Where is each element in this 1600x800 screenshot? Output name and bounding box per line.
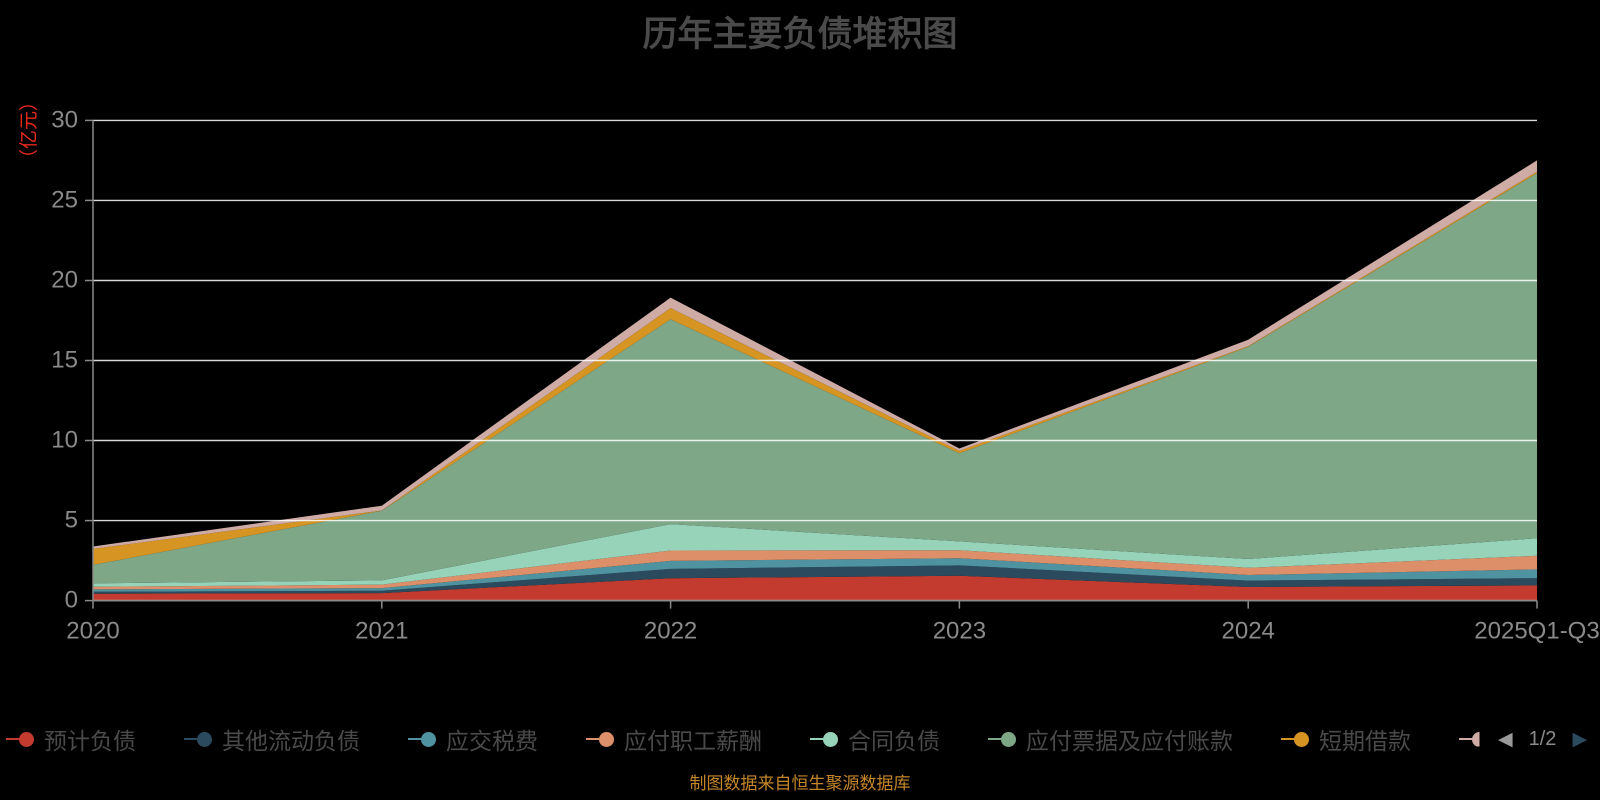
svg-text:2021: 2021 <box>355 618 408 645</box>
svg-text:15: 15 <box>51 347 78 374</box>
svg-text:0: 0 <box>65 587 78 614</box>
svg-text:2025Q1-Q3: 2025Q1-Q3 <box>1474 618 1599 645</box>
svg-text:20: 20 <box>51 267 78 294</box>
svg-text:2024: 2024 <box>1222 618 1275 645</box>
svg-text:10: 10 <box>51 427 78 454</box>
svg-text:2020: 2020 <box>66 618 119 645</box>
svg-text:2022: 2022 <box>644 618 697 645</box>
svg-text:5: 5 <box>65 507 78 534</box>
svg-text:25: 25 <box>51 186 78 213</box>
svg-text:30: 30 <box>51 106 78 133</box>
svg-text:2023: 2023 <box>933 618 986 645</box>
